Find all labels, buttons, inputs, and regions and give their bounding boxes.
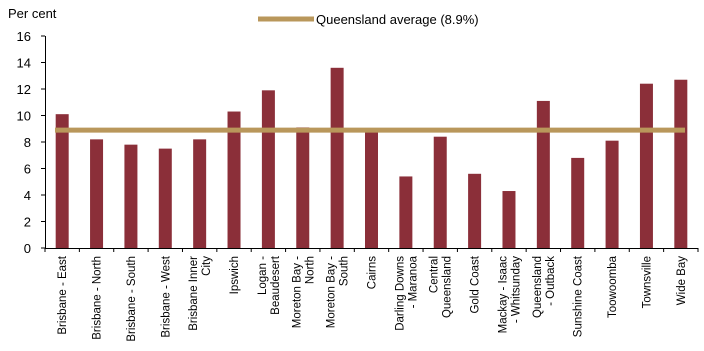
y-tick-label: 0 <box>24 241 31 256</box>
x-tick-label: Ipswich <box>229 256 241 294</box>
bar <box>639 83 653 248</box>
x-tick-label: Brisbane - East <box>57 255 69 334</box>
x-tick-label: Darling Downs- Maranoa <box>394 255 419 330</box>
y-tick-label: 16 <box>17 29 31 44</box>
bar <box>674 79 688 248</box>
bar <box>399 176 413 248</box>
bar <box>571 157 585 248</box>
bar <box>158 148 172 248</box>
x-tick-label: Sunshine Coast <box>573 255 585 337</box>
y-tick-label: 8 <box>24 135 31 150</box>
bar <box>605 140 619 248</box>
y-tick-label: 4 <box>24 188 31 203</box>
y-tick-label: 14 <box>17 56 31 71</box>
bar <box>536 100 550 248</box>
bar <box>296 127 310 248</box>
x-tick-label: Brisbane - West <box>160 255 172 337</box>
bar <box>261 90 275 248</box>
bar <box>468 173 482 248</box>
x-tick-label: Brisbane InnerCity <box>188 256 213 331</box>
bar <box>433 136 447 248</box>
bar <box>502 191 516 248</box>
x-tick-label: Brisbane - North <box>92 256 104 340</box>
x-tick-label: Cairns <box>367 256 379 289</box>
y-tick-label: 2 <box>24 215 31 230</box>
x-tick-label: Moreton Bay -North <box>291 256 316 328</box>
bar <box>90 139 104 248</box>
x-axis-labels: Brisbane - East Brisbane - North Brisbane … <box>44 248 699 342</box>
x-tick-label: CentralQueensland <box>429 256 454 318</box>
bar <box>365 130 378 248</box>
y-tick-label: 6 <box>24 162 31 177</box>
x-tick-label: Wide Bay <box>676 256 688 305</box>
x-tick-label: Mackay - Isaac- Whitsunday <box>497 256 522 334</box>
legend-label: Queensland average (8.9%) <box>316 12 479 27</box>
bar <box>193 139 207 248</box>
bars <box>55 67 688 249</box>
x-tick-label: Brisbane - South <box>126 256 138 342</box>
legend: Queensland average (8.9%) <box>258 12 479 27</box>
x-tick-label: Toowoomba <box>607 255 619 318</box>
y-tick-label: 10 <box>17 109 31 124</box>
x-tick-label: Townsville <box>641 256 653 308</box>
bar <box>330 67 344 248</box>
y-tick-label: 12 <box>17 82 31 97</box>
x-tick-label: Queensland- Outback <box>532 256 557 318</box>
x-tick-label: Gold Coast <box>470 255 482 313</box>
y-axis: 0 2 4 6 8 10 12 14 16 <box>17 29 45 256</box>
bar <box>227 111 241 249</box>
bar <box>124 144 138 248</box>
x-tick-label: Logan -Beaudesert <box>257 255 282 315</box>
x-tick-label: Moreton Bay -South <box>326 256 351 328</box>
y-axis-label: Per cent <box>8 6 57 21</box>
bar <box>55 114 69 248</box>
